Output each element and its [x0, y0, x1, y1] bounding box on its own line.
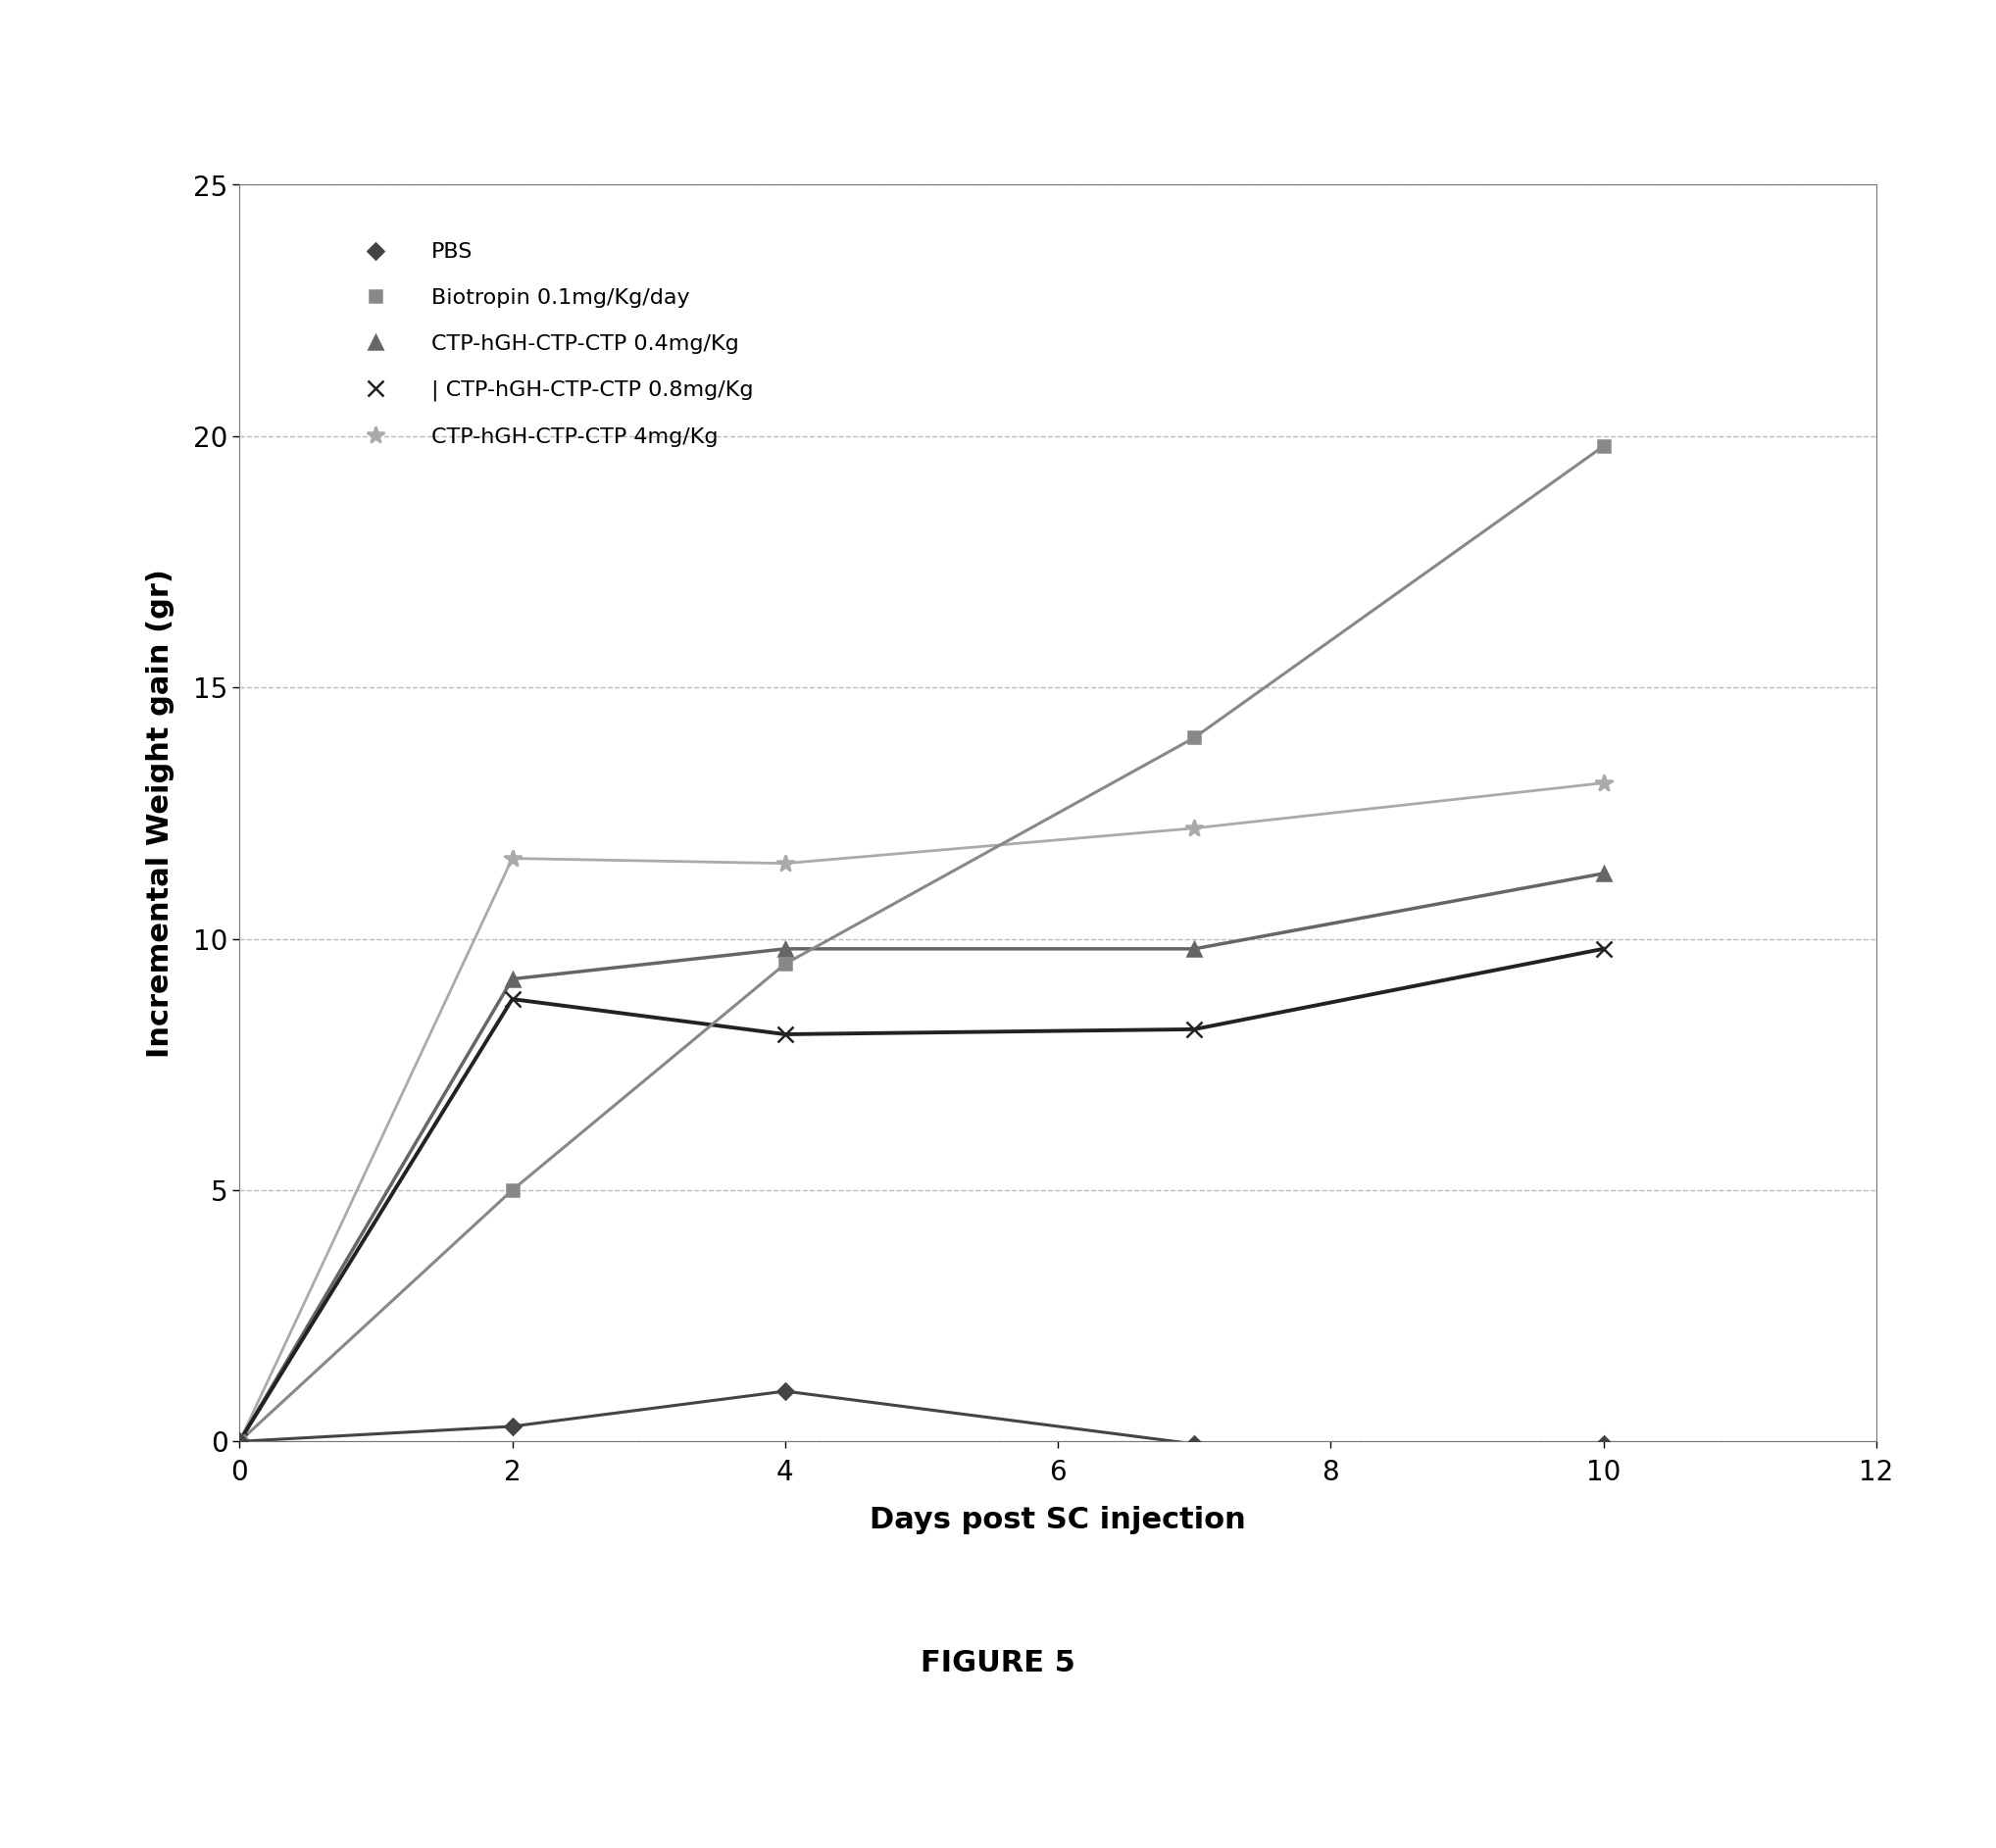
| CTP-hGH-CTP-CTP 0.8mg/Kg — [772, 1024, 796, 1046]
PBS — [1591, 1432, 1615, 1454]
CTP-hGH-CTP-CTP 0.4mg/Kg — [1182, 937, 1206, 959]
Biotropin 0.1mg/Kg/day — [501, 1179, 525, 1201]
| CTP-hGH-CTP-CTP 0.8mg/Kg — [228, 1430, 251, 1453]
Biotropin 0.1mg/Kg/day — [228, 1430, 251, 1453]
CTP-hGH-CTP-CTP 4mg/Kg — [1182, 817, 1206, 839]
PBS — [228, 1430, 251, 1453]
Line: CTP-hGH-CTP-CTP 0.4mg/Kg: CTP-hGH-CTP-CTP 0.4mg/Kg — [234, 867, 1611, 1449]
Biotropin 0.1mg/Kg/day — [1591, 434, 1615, 456]
CTP-hGH-CTP-CTP 0.4mg/Kg — [228, 1430, 251, 1453]
Text: FIGURE 5: FIGURE 5 — [920, 1648, 1076, 1678]
CTP-hGH-CTP-CTP 0.4mg/Kg — [772, 937, 796, 959]
Line: | CTP-hGH-CTP-CTP 0.8mg/Kg: | CTP-hGH-CTP-CTP 0.8mg/Kg — [232, 941, 1611, 1449]
X-axis label: Days post SC injection: Days post SC injection — [870, 1506, 1246, 1534]
PBS — [501, 1416, 525, 1438]
Biotropin 0.1mg/Kg/day — [772, 954, 796, 976]
CTP-hGH-CTP-CTP 4mg/Kg — [772, 852, 796, 874]
CTP-hGH-CTP-CTP 4mg/Kg — [1591, 772, 1615, 795]
Line: CTP-hGH-CTP-CTP 4mg/Kg: CTP-hGH-CTP-CTP 4mg/Kg — [232, 774, 1613, 1451]
| CTP-hGH-CTP-CTP 0.8mg/Kg — [1591, 937, 1615, 959]
CTP-hGH-CTP-CTP 0.4mg/Kg — [1591, 863, 1615, 885]
Line: PBS: PBS — [234, 1386, 1609, 1449]
PBS — [772, 1380, 796, 1403]
CTP-hGH-CTP-CTP 4mg/Kg — [501, 846, 525, 869]
PBS — [1182, 1432, 1206, 1454]
CTP-hGH-CTP-CTP 4mg/Kg — [228, 1430, 251, 1453]
Biotropin 0.1mg/Kg/day — [1182, 726, 1206, 748]
CTP-hGH-CTP-CTP 0.4mg/Kg — [501, 968, 525, 991]
Line: Biotropin 0.1mg/Kg/day: Biotropin 0.1mg/Kg/day — [234, 440, 1609, 1447]
Y-axis label: Incremental Weight gain (gr): Incremental Weight gain (gr) — [146, 569, 174, 1057]
| CTP-hGH-CTP-CTP 0.8mg/Kg — [1182, 1018, 1206, 1040]
| CTP-hGH-CTP-CTP 0.8mg/Kg — [501, 989, 525, 1011]
Legend: PBS, Biotropin 0.1mg/Kg/day, CTP-hGH-CTP-CTP 0.4mg/Kg, | CTP-hGH-CTP-CTP 0.8mg/K: PBS, Biotropin 0.1mg/Kg/day, CTP-hGH-CTP… — [315, 220, 774, 469]
